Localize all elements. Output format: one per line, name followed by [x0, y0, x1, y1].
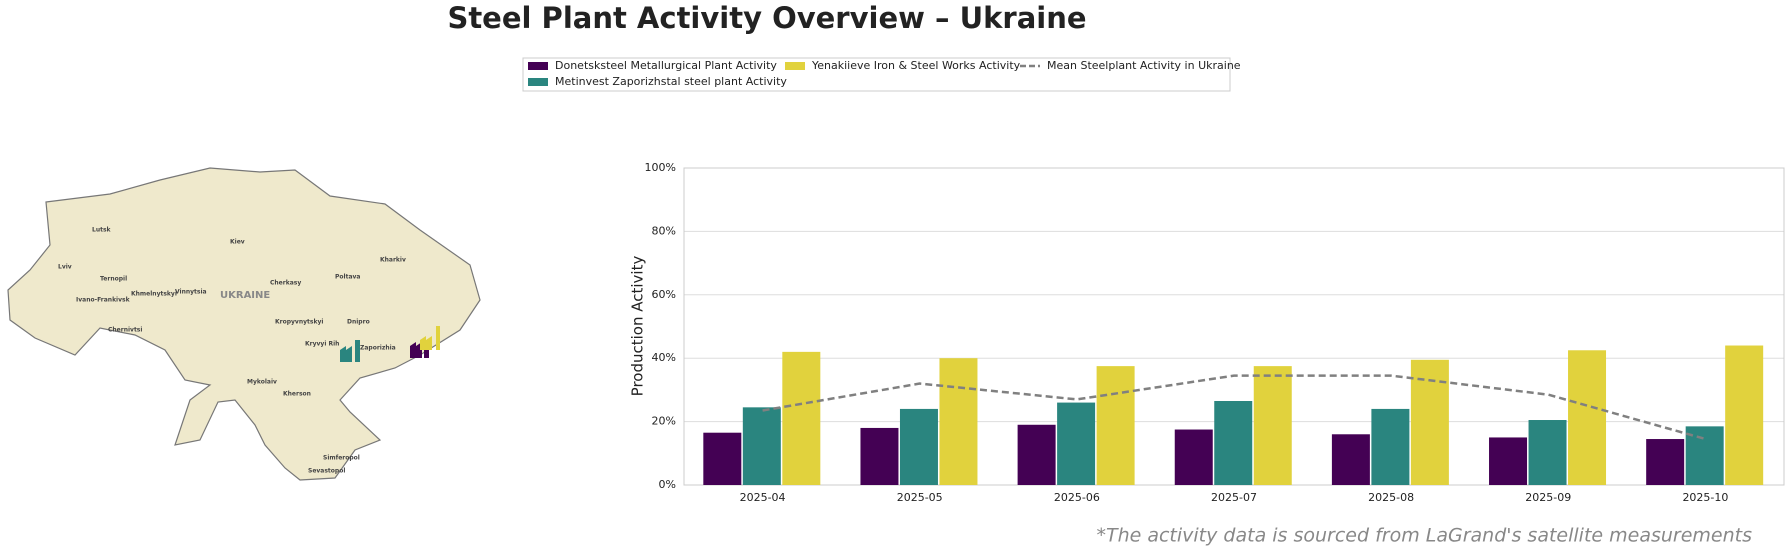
x-tick-label: 2025-05	[897, 491, 943, 504]
bar	[1331, 434, 1370, 485]
bar	[1410, 359, 1449, 485]
bar	[899, 408, 938, 485]
x-tick-label: 2025-07	[1211, 491, 1257, 504]
city-label: Simferopol	[323, 455, 360, 462]
plant-icon	[420, 336, 432, 350]
bar	[860, 427, 899, 485]
bar	[1174, 429, 1213, 485]
legend-swatch	[528, 78, 548, 86]
bar	[1253, 366, 1292, 485]
mean-line	[762, 374, 1706, 441]
country-label: UKRAINE	[220, 290, 270, 301]
city-label: Khmelnytskyi	[131, 291, 177, 298]
bar	[1371, 408, 1410, 485]
footnote: *The activity data is sourced from LaGra…	[1096, 525, 1752, 547]
plant-icon	[436, 326, 440, 350]
bar	[1528, 420, 1567, 485]
plant-icon	[410, 342, 422, 358]
city-label: Chernivtsi	[108, 327, 142, 334]
plant-icon	[355, 340, 360, 362]
bar	[1568, 350, 1607, 485]
city-label: Kropyvnytskyi	[275, 319, 323, 326]
y-tick-label: 60%	[652, 288, 676, 301]
y-tick-label: 80%	[652, 224, 676, 237]
city-label: Dnipro	[347, 319, 370, 326]
y-tick-label: 100%	[645, 161, 676, 174]
city-label: Mykolaiv	[247, 379, 277, 386]
legend-swatch	[785, 62, 805, 70]
x-tick-label: 2025-09	[1525, 491, 1571, 504]
city-label: Kryvyi Rih	[305, 341, 339, 348]
bar	[939, 358, 978, 485]
legend-swatch	[528, 62, 548, 70]
chart-title: Steel Plant Activity Overview – Ukraine	[447, 1, 1086, 35]
legend-label: Metinvest Zaporizhstal steel plant Activ…	[555, 75, 787, 88]
y-tick-label: 0%	[659, 478, 676, 491]
plant-icon	[340, 346, 352, 362]
x-tick-label: 2025-06	[1054, 491, 1100, 504]
city-label: Zaporizhia	[360, 345, 396, 352]
y-tick-label: 40%	[652, 351, 676, 364]
bar	[703, 432, 742, 485]
legend-label: Donetsksteel Metallurgical Plant Activit…	[555, 59, 777, 72]
bar	[1646, 439, 1685, 485]
bar	[1214, 400, 1253, 485]
legend-label: Mean Steelplant Activity in Ukraine	[1047, 59, 1241, 72]
legend-label: Yenakiieve Iron & Steel Works Activity	[811, 59, 1021, 72]
bar	[742, 407, 781, 485]
bar	[1017, 424, 1056, 485]
x-tick-label: 2025-10	[1682, 491, 1728, 504]
city-label: Sevastopol	[308, 468, 345, 475]
city-label: Ternopil	[100, 276, 127, 283]
x-tick-label: 2025-04	[740, 491, 786, 504]
city-label: Kharkiv	[380, 257, 406, 264]
bar	[1489, 437, 1528, 485]
city-label: Kherson	[283, 391, 311, 398]
x-tick-label: 2025-08	[1368, 491, 1414, 504]
legend-box	[522, 57, 1231, 92]
country-outline	[7, 167, 481, 481]
y-tick-label: 20%	[652, 415, 676, 428]
city-label: Cherkasy	[270, 280, 301, 287]
city-label: Vinnytsia	[175, 289, 207, 296]
city-label: Poltava	[335, 274, 360, 281]
city-label: Kiev	[230, 239, 245, 246]
city-label: Lutsk	[92, 227, 112, 234]
city-label: Lviv	[58, 264, 72, 271]
map: Lutsk Kiev Kharkiv Lviv Ternopil Khmelny…	[5, 167, 481, 485]
bar	[1096, 366, 1135, 485]
bar	[1057, 402, 1096, 485]
bar	[782, 351, 821, 485]
y-axis-label: Production Activity	[629, 256, 647, 397]
bar	[1725, 345, 1764, 485]
city-label: Ivano-Frankivsk	[76, 297, 131, 304]
